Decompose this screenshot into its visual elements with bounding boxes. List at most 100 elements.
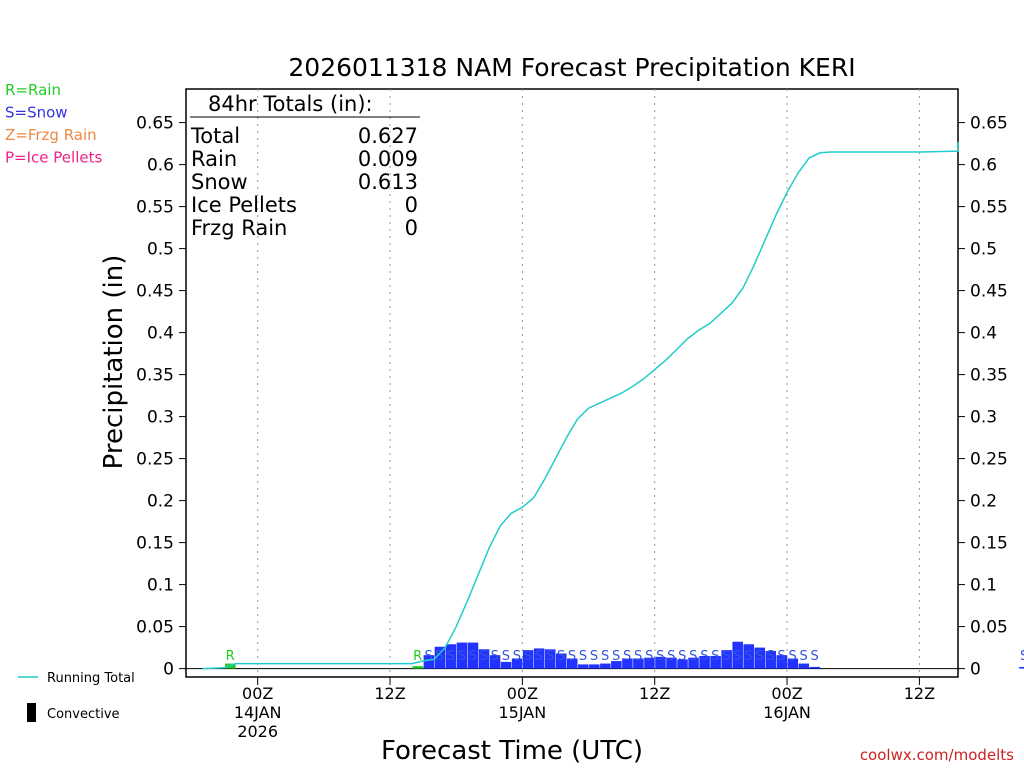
- precip-bar: [710, 656, 721, 669]
- y-tick-label-right: 0: [970, 660, 981, 680]
- y-tick-label-left: 0.4: [147, 324, 174, 344]
- y-tick-label-left: 0.25: [136, 450, 174, 470]
- precip-bar: [566, 658, 578, 669]
- y-tick-label-right: 0.35: [970, 366, 1008, 386]
- precip-bar: [655, 656, 666, 669]
- x-tick-label: 15JAN: [499, 703, 547, 722]
- precip-bar: [699, 656, 710, 669]
- precip-type-label: S: [744, 649, 752, 664]
- x-tick-label: 12Z: [374, 684, 405, 703]
- plot-frame: [185, 88, 959, 678]
- totals-row-label: Frzg Rain: [191, 216, 287, 240]
- x-tick-label: 12Z: [639, 684, 670, 703]
- y-tick-label-left: 0.35: [136, 366, 174, 386]
- y-tick-label-left: 0.45: [136, 282, 174, 302]
- legend-running-total-label: Running Total: [47, 671, 135, 686]
- credit-text: coolwx.com/modelts: [860, 746, 1014, 764]
- chart-title: 2026011318 NAM Forecast Precipitation KE…: [288, 53, 855, 82]
- precip-bar: [412, 666, 424, 669]
- precip-type-label: S: [557, 649, 565, 664]
- precip-bar: [611, 661, 622, 669]
- precip-type-label: S: [568, 649, 576, 664]
- grid-lines: [257, 89, 920, 677]
- legend-precip-type-label: P=Ice Pellets: [5, 149, 102, 167]
- precip-bar: [809, 666, 821, 669]
- precip-bar: [511, 658, 523, 669]
- y-tick-label-right: 0.65: [970, 114, 1008, 134]
- precip-bar: [522, 650, 534, 669]
- y-tick-label-left: 0.3: [147, 408, 174, 428]
- precip-type-legend: R=Rain S=Snow Z=Frzg Rain P=Ice Pellets: [5, 81, 102, 167]
- x-axis-label: Forecast Time (UTC): [381, 736, 643, 766]
- precip-type-label: S: [656, 649, 664, 664]
- x-tick-label: 16JAN: [763, 703, 811, 722]
- y-tick-label-left: 0.05: [136, 618, 174, 638]
- precip-type-label: S: [777, 649, 785, 664]
- precip-bar: [544, 649, 556, 669]
- y-tick-label-right: 0.5: [970, 240, 997, 260]
- precip-bar: [445, 644, 457, 669]
- totals-row-label: Ice Pellets: [191, 193, 297, 217]
- x-tick-label: 14JAN: [234, 703, 282, 722]
- precip-type-label: S: [590, 649, 598, 664]
- precip-type-label: S: [623, 649, 631, 664]
- y-tick-label-right: 0.25: [970, 450, 1008, 470]
- precip-type-label: S: [722, 649, 730, 664]
- precip-bar: [765, 650, 777, 669]
- legend-precip-type-label: S=Snow: [5, 104, 68, 122]
- x-tick-label: 00Z: [771, 684, 802, 703]
- precip-bar: [721, 650, 732, 669]
- precip-bar: [478, 649, 490, 669]
- precip-bars: [225, 641, 1024, 669]
- precip-type-label: S: [524, 649, 532, 664]
- totals-box: 84hr Totals (in): Total 0.627 Rain 0.009 Sno…: [190, 92, 420, 240]
- y-tick-label-right: 0.05: [970, 618, 1008, 638]
- precip-bar: [677, 659, 688, 669]
- precip-bar: [644, 657, 655, 669]
- x-tick-label: 00Z: [242, 684, 273, 703]
- running-total-line: [202, 141, 959, 670]
- precip-bar: [1019, 666, 1024, 669]
- precip-type-label: S: [458, 649, 466, 664]
- precip-type-label: R: [226, 649, 235, 664]
- y-tick-label-right: 0.3: [970, 408, 997, 428]
- series-legend: Running Total Convective: [18, 671, 135, 722]
- precip-type-label: S: [601, 649, 609, 664]
- y-tick-label-right: 0.55: [970, 198, 1008, 218]
- precip-type-label: S: [689, 649, 697, 664]
- precip-type-label: S: [733, 649, 741, 664]
- totals-header: 84hr Totals (in):: [208, 92, 373, 116]
- precip-bar: [456, 642, 468, 669]
- precip-type-label: S: [480, 649, 488, 664]
- y-tick-label-right: 0.2: [970, 492, 997, 512]
- precip-bar: [589, 664, 600, 669]
- precip-bar: [633, 658, 644, 669]
- precip-type-label: S: [634, 649, 642, 664]
- y-tick-label-right: 0.1: [970, 576, 997, 596]
- totals-row-value: 0.627: [358, 124, 418, 148]
- x-tick-label: 12Z: [904, 684, 935, 703]
- legend-convective-label: Convective: [47, 707, 120, 722]
- precip-bar: [600, 663, 611, 669]
- precip-type-label: S: [788, 649, 796, 664]
- y-tick-label-right: 0.4: [970, 324, 997, 344]
- totals-row-label: Snow: [191, 170, 248, 194]
- totals-row-value: 0: [405, 193, 418, 217]
- precip-type-label: S: [766, 649, 774, 664]
- precip-bar: [555, 653, 567, 669]
- legend-convective-swatch: [27, 703, 36, 722]
- precip-type-label: S: [810, 649, 818, 664]
- precip-type-label: S: [700, 649, 708, 664]
- precip-bar: [666, 657, 677, 669]
- precip-type-label: S: [667, 649, 675, 664]
- totals-row-value: 0: [405, 216, 418, 240]
- precip-type-label: S: [513, 649, 521, 664]
- precip-bar: [743, 644, 754, 669]
- precip-bar: [533, 648, 545, 669]
- legend-precip-type-label: R=Rain: [5, 81, 61, 99]
- precip-type-label: S: [546, 649, 554, 664]
- y-axis-ticks: 0 00.05 0.050.1 0.10.15 0.150.2 0.20.25 0.250.…: [136, 114, 1008, 680]
- precip-type-label: S: [799, 649, 807, 664]
- y-tick-label-left: 0: [163, 660, 174, 680]
